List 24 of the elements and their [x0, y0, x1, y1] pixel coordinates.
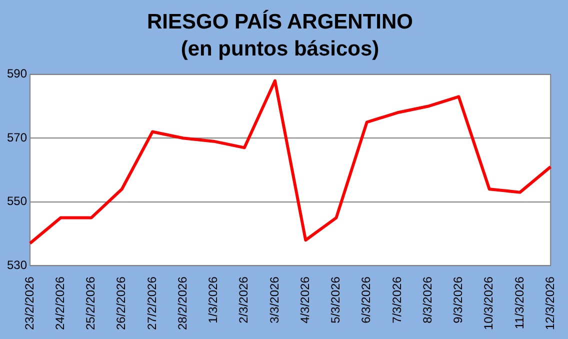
x-tick-label: 1/3/2026 [206, 276, 220, 324]
x-tick-label: 12/3/2026 [542, 276, 557, 330]
x-tick-label: 11/3/2026 [512, 276, 526, 330]
y-tick-label: 550 [6, 194, 28, 208]
x-tick-label: 9/3/2026 [451, 276, 466, 324]
x-tick-label: 5/3/2026 [328, 276, 343, 324]
x-tick-label: 27/2/2026 [144, 276, 159, 330]
x-tick-label: 8/3/2026 [420, 276, 434, 324]
x-tick-label: 10/3/2026 [482, 276, 496, 330]
chart-title: RIESGO PAÍS ARGENTINO [146, 9, 414, 34]
x-tick-label: 4/3/2026 [298, 276, 312, 324]
x-tick-label: 6/3/2026 [359, 276, 374, 324]
x-tick-label: 2/3/2026 [236, 276, 251, 324]
x-tick-label: 26/2/2026 [114, 276, 128, 330]
x-tick-label: 28/2/2026 [175, 276, 190, 330]
x-tick-label: 25/2/2026 [84, 276, 98, 330]
chart-subtitle: (en puntos básicos) [180, 38, 380, 61]
x-tick-label: 24/2/2026 [52, 276, 67, 330]
x-tick-label: 7/3/2026 [390, 276, 404, 324]
y-tick-label: 530 [6, 258, 28, 272]
x-tick-label: 23/2/2026 [22, 276, 36, 330]
y-tick-label: 590 [6, 66, 28, 81]
x-tick-label: 3/3/2026 [267, 276, 282, 324]
y-tick-label: 570 [6, 130, 28, 144]
